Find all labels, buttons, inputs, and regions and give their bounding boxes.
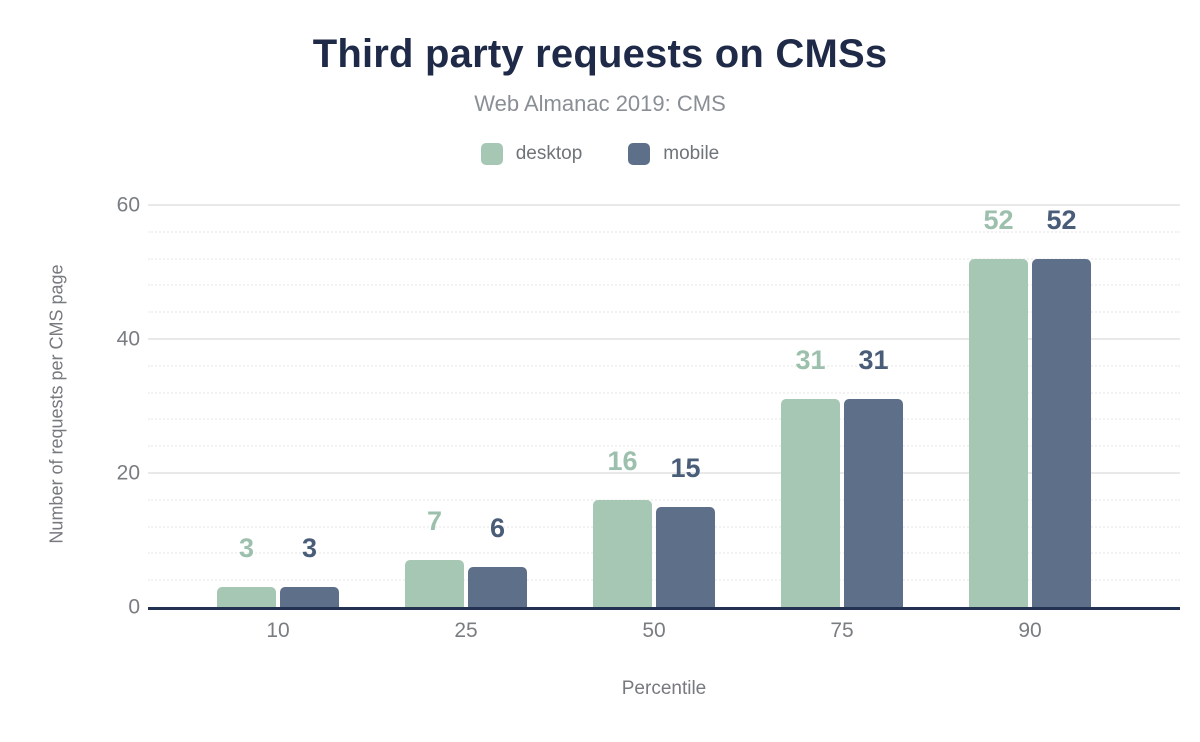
bar-value-label: 3 — [238, 532, 255, 563]
gridline-minor — [148, 364, 1180, 367]
y-tick-label: 60 — [116, 193, 140, 217]
legend-item-mobile: mobile — [628, 143, 719, 165]
y-axis-ticks: 0 20 40 60 — [0, 195, 140, 618]
y-tick-label: 20 — [116, 461, 140, 485]
bar-mobile: 6 — [468, 514, 527, 607]
gridline-major — [148, 204, 1180, 206]
y-tick-label: 0 — [128, 595, 140, 619]
x-tick-label: 75 — [830, 619, 854, 642]
bar-group-75: 31 31 — [748, 205, 936, 607]
gridline-minor — [148, 284, 1180, 287]
bar-value-label: 3 — [301, 532, 318, 563]
chart-legend: desktop mobile — [0, 143, 1200, 165]
gridline-minor — [148, 230, 1180, 233]
legend-label: desktop — [515, 143, 583, 164]
gridline-minor — [148, 418, 1180, 421]
bar-mobile: 52 — [1032, 206, 1091, 607]
legend-swatch-desktop — [480, 143, 503, 165]
x-tick-label: 90 — [1018, 619, 1042, 642]
bar-value-label: 52 — [1046, 204, 1077, 235]
y-tick-label: 40 — [116, 327, 140, 351]
x-tick-label: 25 — [454, 619, 478, 642]
bar-mobile: 3 — [280, 534, 339, 607]
bar-value-label: 31 — [858, 345, 889, 376]
gridline-major — [148, 472, 1180, 475]
bar-desktop: 52 — [969, 206, 1028, 607]
plot-area: 3 3 7 6 16 15 31 31 52 52 — [148, 204, 1180, 610]
bar-desktop: 31 — [781, 347, 840, 607]
bar-mobile: 31 — [844, 347, 903, 607]
bar-value-label: 31 — [795, 345, 826, 376]
bar-value-label: 7 — [426, 506, 443, 537]
gridline-minor — [148, 311, 1180, 314]
bar-value-label: 16 — [607, 445, 638, 476]
legend-swatch-mobile — [628, 143, 651, 165]
legend-item-desktop: desktop — [480, 143, 583, 165]
x-tick-label: 10 — [266, 619, 290, 642]
gridline-minor — [148, 445, 1180, 448]
bar-group-90: 52 52 — [936, 205, 1124, 607]
bar-mobile: 15 — [656, 454, 715, 607]
bar-value-label: 15 — [670, 452, 701, 483]
legend-label: mobile — [663, 143, 720, 164]
gridline-minor — [148, 257, 1180, 260]
bar-value-label: 6 — [489, 512, 506, 543]
x-axis-title: Percentile — [621, 678, 707, 699]
gridline-minor — [148, 498, 1180, 501]
bar-group-50: 16 15 — [560, 205, 748, 607]
x-tick-label: 50 — [642, 619, 666, 642]
bar-desktop: 16 — [593, 447, 652, 607]
bar-desktop: 7 — [405, 508, 464, 607]
gridline-minor — [148, 391, 1180, 394]
x-axis-ticks: 10 25 50 75 90 — [148, 620, 1180, 641]
chart-title: Third party requests on CMSs — [312, 32, 888, 76]
bar-desktop: 3 — [217, 534, 276, 607]
chart-subtitle: Web Almanac 2019: CMS — [474, 91, 726, 116]
bar-value-label: 52 — [983, 204, 1014, 235]
bar-groups: 3 3 7 6 16 15 31 31 52 52 — [148, 205, 1180, 607]
gridline-major — [148, 338, 1180, 341]
